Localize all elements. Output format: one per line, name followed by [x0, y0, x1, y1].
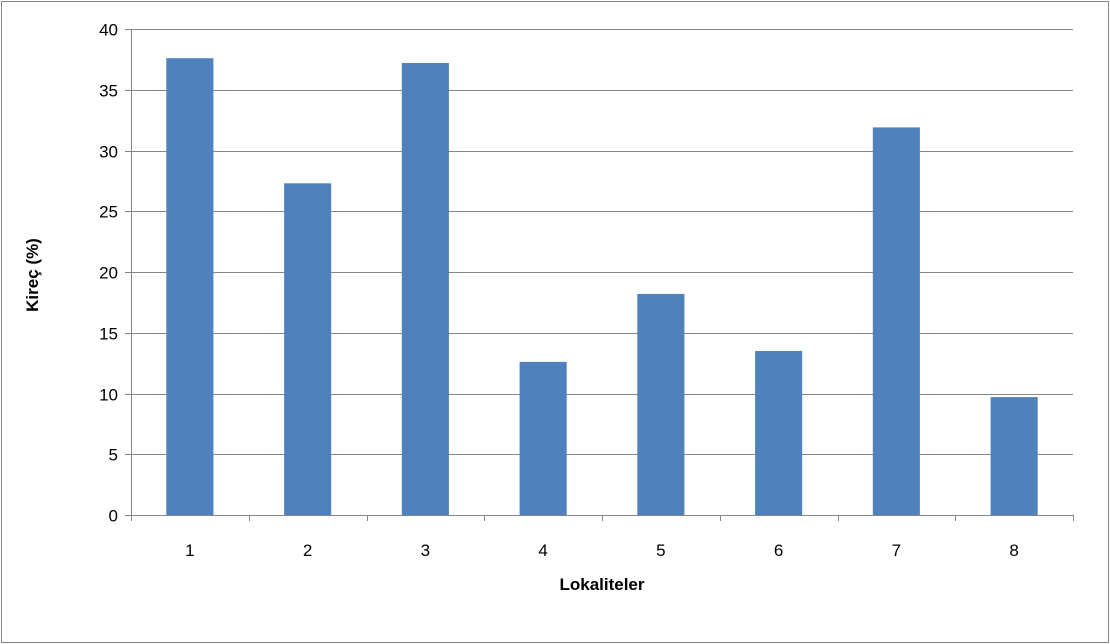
bar — [401, 63, 449, 515]
y-tick-label: 15 — [99, 325, 118, 344]
x-tick-label: 7 — [892, 541, 901, 560]
y-tick-label: 25 — [99, 203, 118, 222]
y-tick-label: 5 — [109, 446, 118, 465]
y-tick-label: 20 — [99, 264, 118, 283]
bar — [872, 127, 920, 516]
y-tick-labels: 0 5 10 15 20 25 30 35 40 — [99, 21, 118, 526]
x-tick-label: 6 — [774, 541, 783, 560]
y-tick-label: 40 — [99, 21, 118, 40]
x-tick-label: 3 — [421, 541, 430, 560]
axes — [125, 29, 1074, 521]
bar — [166, 58, 214, 515]
bar — [637, 293, 685, 515]
x-tick-label: 4 — [538, 541, 547, 560]
bar — [519, 361, 567, 515]
x-tick-label: 2 — [303, 541, 312, 560]
bar — [990, 397, 1038, 515]
x-tick-label: 8 — [1009, 541, 1018, 560]
bars — [166, 58, 1038, 516]
bar — [284, 183, 332, 516]
x-axis-title: Lokaliteler — [559, 575, 644, 594]
y-tick-label: 0 — [109, 507, 118, 526]
y-axis-title: Kireç (%) — [23, 238, 42, 312]
x-tick-label: 5 — [656, 541, 665, 560]
x-tick-labels: 1 2 3 4 5 6 7 8 — [185, 541, 1019, 560]
x-tick-label: 1 — [185, 541, 194, 560]
bar — [755, 351, 803, 515]
y-tick-label: 30 — [99, 143, 118, 162]
y-tick-label: 35 — [99, 82, 118, 101]
y-tick-label: 10 — [99, 386, 118, 405]
